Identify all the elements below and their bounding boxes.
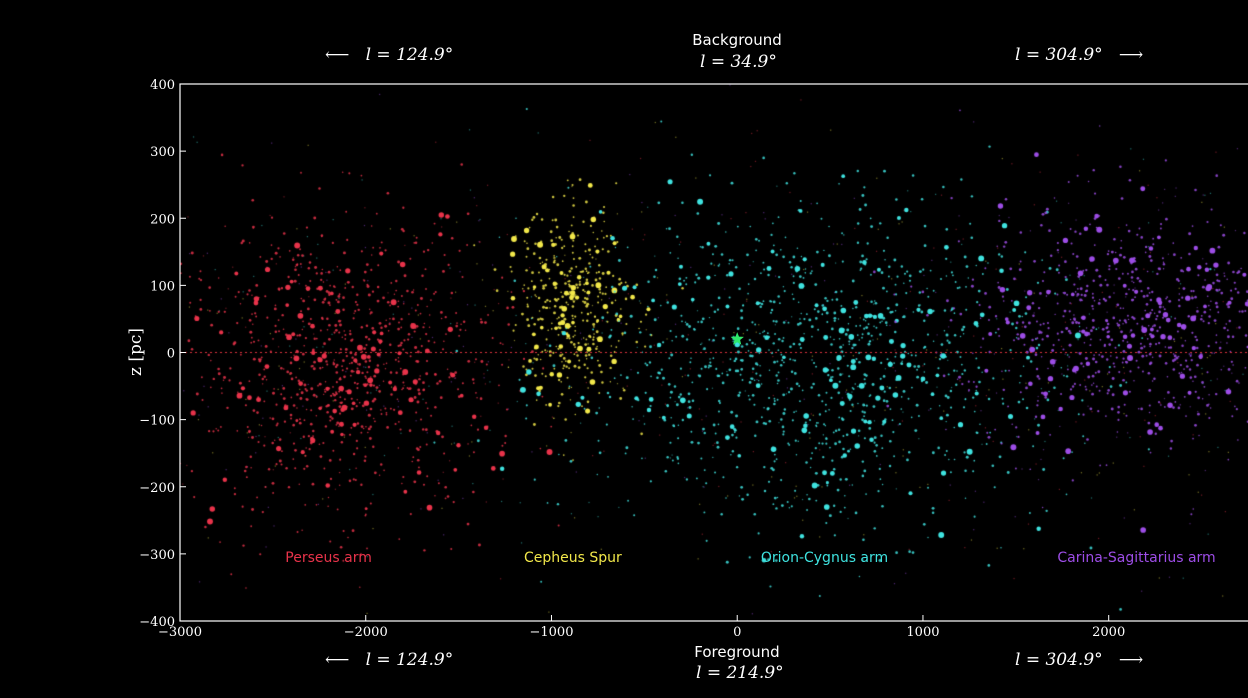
plot-frame <box>179 83 1248 622</box>
right-arrow-icon: ⟶ <box>1118 650 1144 670</box>
series-label: Carina-Sagittarius arm <box>1057 550 1215 566</box>
bottom-right-longitude: l = 304.9° ⟶ <box>1015 650 1144 670</box>
y-tick-label: −400 <box>139 615 175 630</box>
x-tick-label: −2000 <box>344 625 388 640</box>
y-tick-label: 200 <box>150 212 175 227</box>
sun-star-icon <box>730 332 744 345</box>
left-arrow-icon: ⟵ <box>325 650 350 670</box>
y-tick-label: −200 <box>139 481 175 496</box>
y-tick-label: 100 <box>150 279 175 294</box>
right-arrow-icon: ⟶ <box>1118 45 1144 65</box>
series-label: Orion-Cygnus arm <box>761 550 888 566</box>
series-label: Cepheus Spur <box>524 550 622 566</box>
x-tick-label: 1000 <box>906 625 939 640</box>
x-tick-label: 0 <box>733 625 741 640</box>
top-header: Background <box>637 31 837 49</box>
x-tick-label: −3000 <box>158 625 202 640</box>
x-tick-label: 2000 <box>1092 625 1125 640</box>
top-center-longitude: l = 34.9° <box>700 52 777 72</box>
foreground-title: Foreground <box>694 643 780 661</box>
y-tick-label: −300 <box>139 548 175 563</box>
bottom-center-longitude: l = 214.9° <box>696 663 784 683</box>
background-title: Background <box>692 31 782 49</box>
x-tick-label: −1000 <box>529 625 573 640</box>
series-label: Perseus arm <box>285 550 372 566</box>
y-tick-label: 400 <box>150 78 175 93</box>
bottom-left-longitude: ⟵ l = 124.9° <box>325 650 454 670</box>
y-tick-label: 0 <box>167 347 175 362</box>
y-tick-label: 300 <box>150 145 175 160</box>
top-right-longitude: l = 304.9° ⟶ <box>1015 45 1144 65</box>
top-left-longitude: ⟵ l = 124.9° <box>325 45 454 65</box>
left-arrow-icon: ⟵ <box>325 45 350 65</box>
bottom-header: Foreground <box>637 643 837 661</box>
y-tick-label: −100 <box>139 414 175 429</box>
